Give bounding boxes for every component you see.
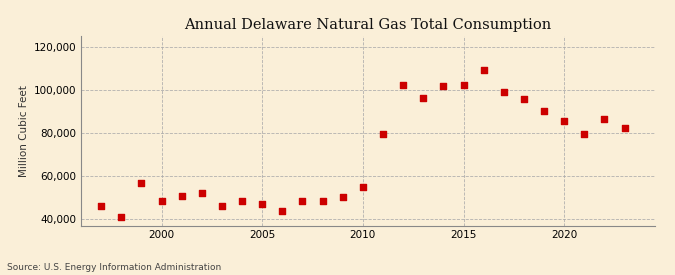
Point (176, 194, 187, 199)
Point (297, 199, 308, 203)
Point (559, 119, 570, 123)
Point (478, 68, 489, 72)
Point (196, 191, 207, 195)
Point (358, 185, 369, 189)
Point (418, 96, 429, 100)
Point (377, 132, 388, 136)
Point (518, 97, 529, 101)
Point (599, 117, 610, 121)
Text: Source: U.S. Energy Information Administration: Source: U.S. Energy Information Administ… (7, 263, 221, 272)
Point (398, 83, 408, 87)
Point (136, 181, 146, 186)
Point (338, 195, 348, 200)
Y-axis label: Million Cubic Feet: Million Cubic Feet (20, 85, 29, 177)
Point (579, 132, 590, 136)
Point (256, 202, 267, 206)
Point (116, 215, 127, 219)
Point (619, 126, 630, 131)
Point (156, 199, 167, 203)
Point (539, 109, 549, 113)
Point (217, 204, 227, 208)
Point (458, 83, 469, 87)
Point (317, 199, 328, 203)
Point (498, 90, 509, 94)
Point (237, 199, 248, 203)
Point (96, 204, 107, 208)
Point (438, 84, 449, 89)
Title: Annual Delaware Natural Gas Total Consumption: Annual Delaware Natural Gas Total Consum… (184, 18, 551, 32)
Point (277, 209, 288, 214)
